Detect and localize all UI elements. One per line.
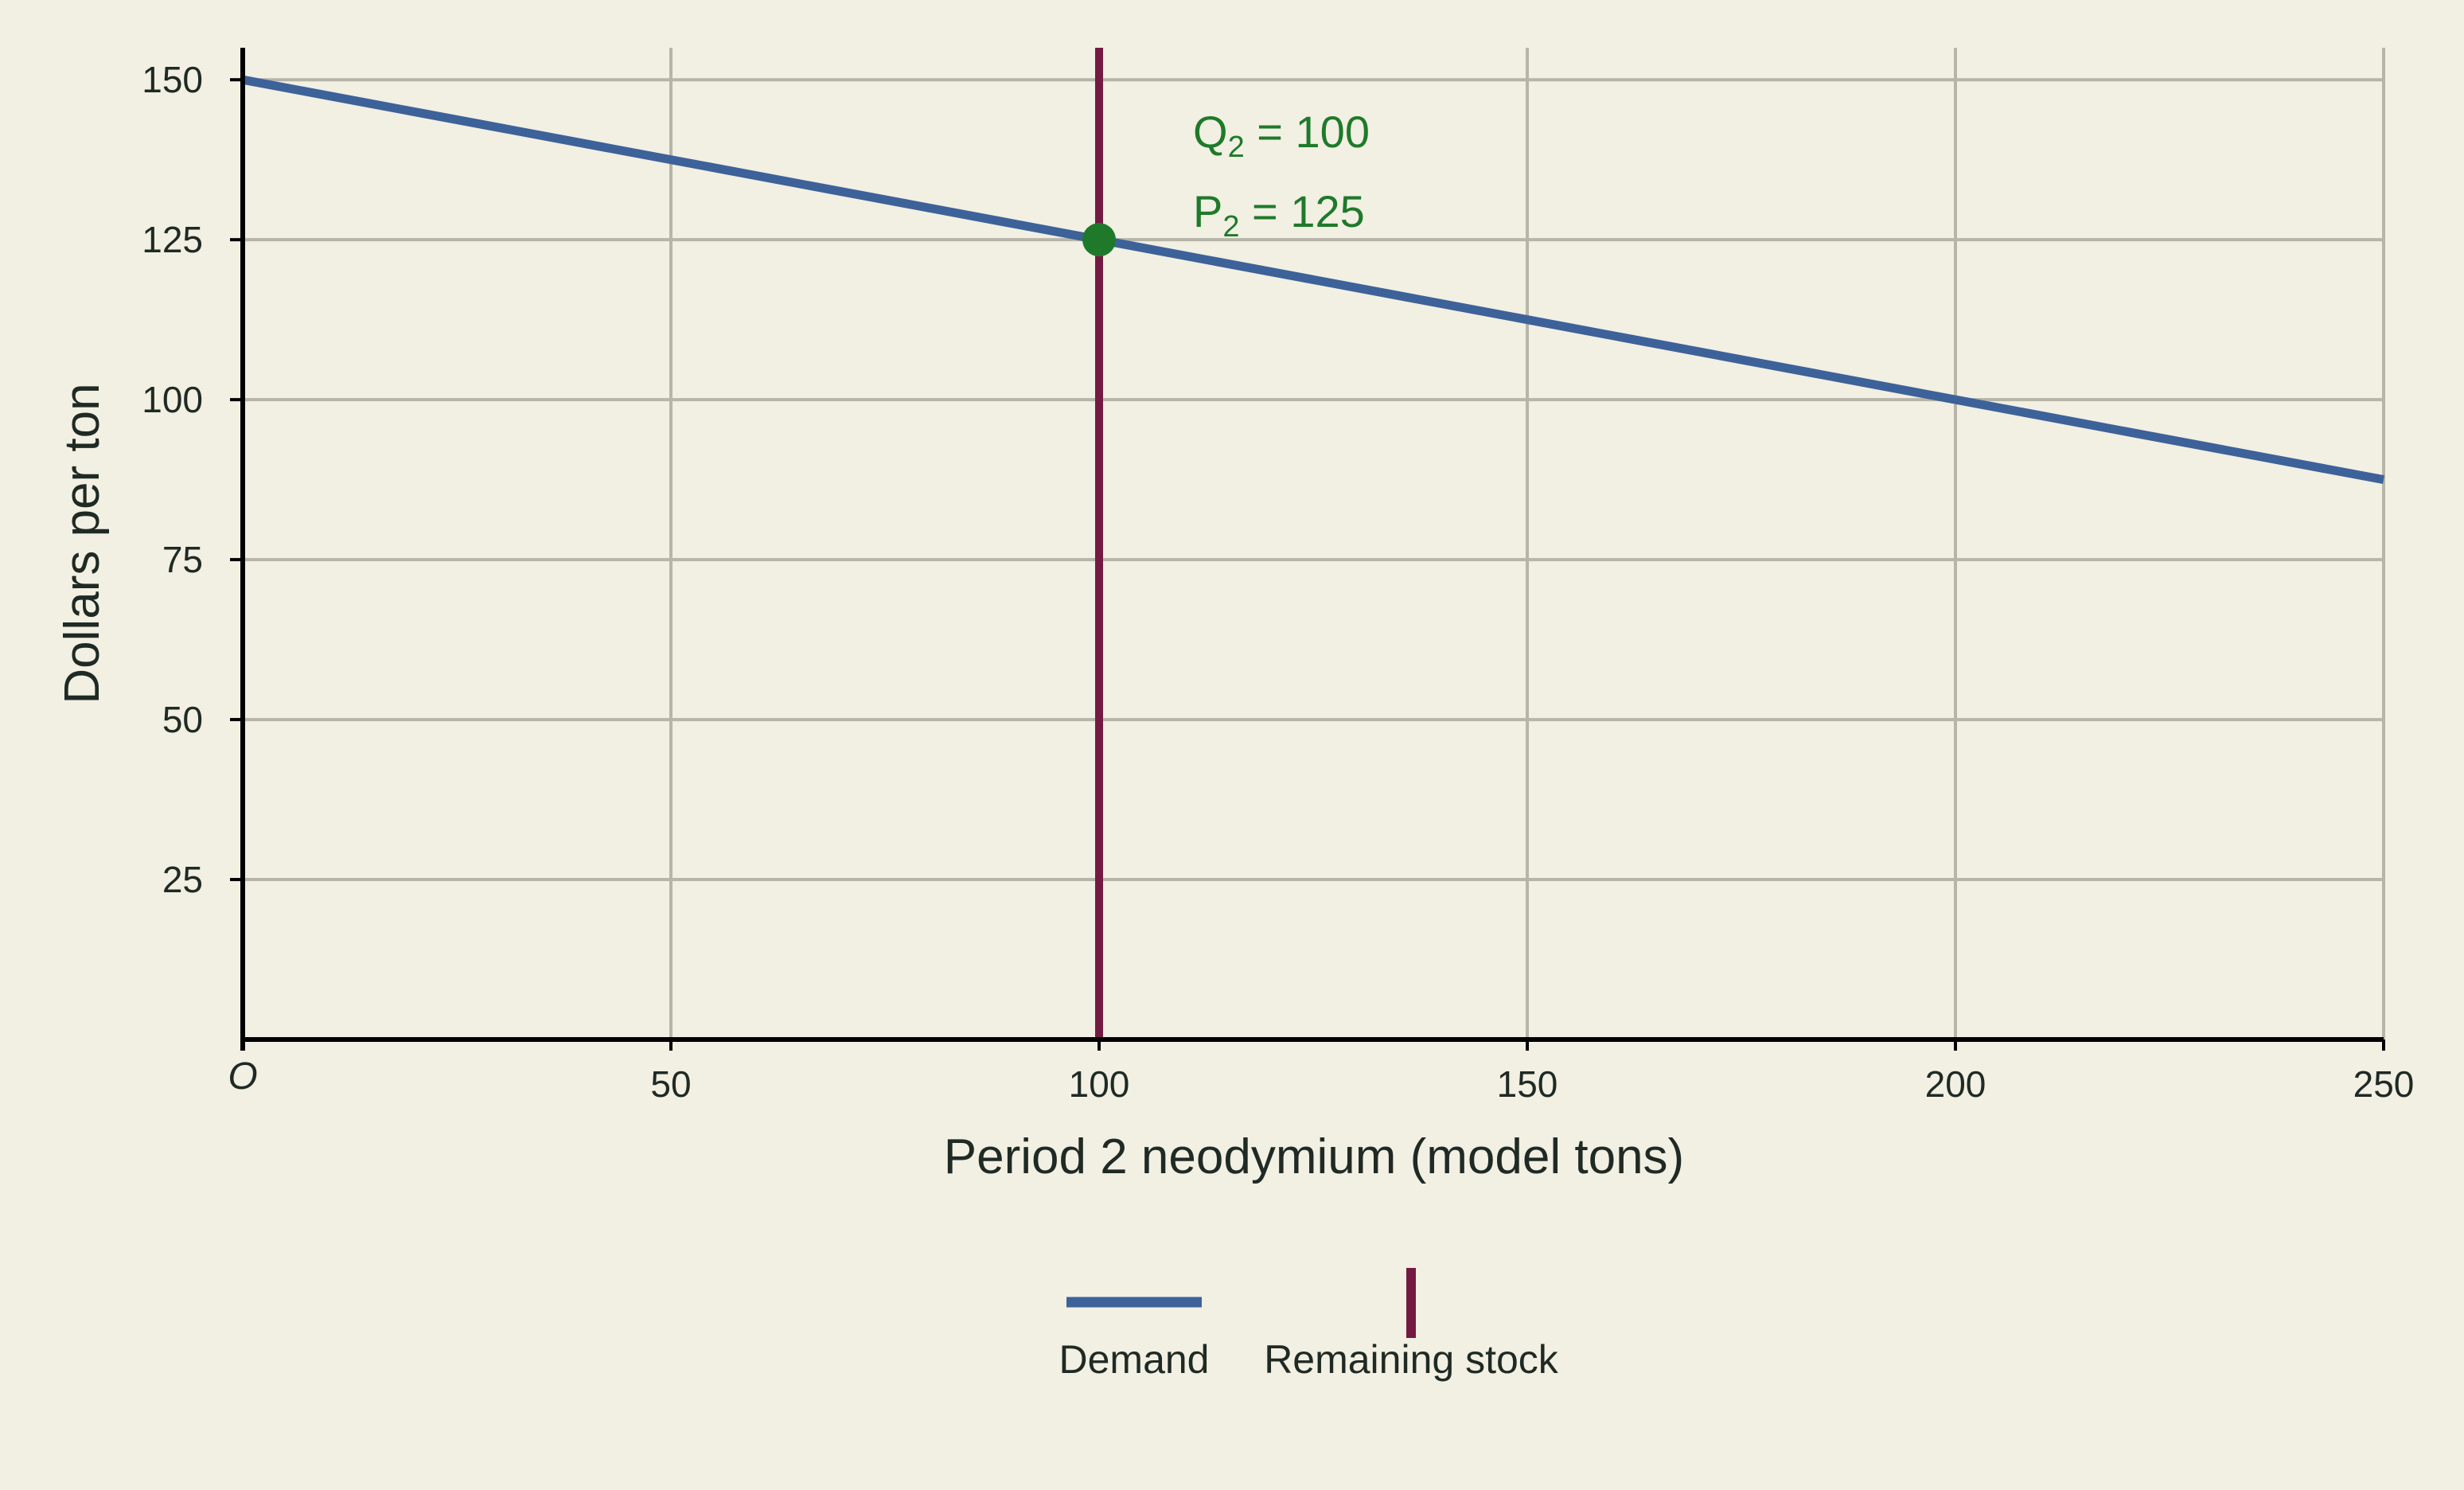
annotation-q2-var: Q [1193, 107, 1228, 157]
x-tick-label-250: 250 [2353, 1063, 2415, 1105]
y-tick-label-50: 50 [162, 699, 203, 740]
axes [230, 48, 2385, 1051]
origin-label: O [228, 1055, 257, 1098]
equilibrium-point [1082, 223, 1116, 257]
tick-labels: 50 100 150 200 250 25 50 75 100 125 150 O [142, 59, 2414, 1105]
annotation-p2-var: P [1193, 186, 1222, 236]
x-tick-label-50: 50 [650, 1063, 691, 1105]
legend-label-demand: Demand [1059, 1337, 1210, 1382]
annotation-p2-sub: 2 [1222, 210, 1239, 244]
grid-lines [243, 48, 2385, 1039]
x-tick-label-100: 100 [1069, 1063, 1130, 1105]
annotation-q2: Q2 = 100 [1193, 107, 1370, 164]
series-line-demand [241, 75, 2385, 485]
y-tick-label-25: 25 [162, 859, 203, 900]
y-tick-label-125: 125 [142, 219, 203, 260]
y-tick-label-100: 100 [142, 379, 203, 420]
annotation-p2-value: = 125 [1240, 186, 1365, 236]
legend: Demand Remaining stock [1059, 1268, 1559, 1382]
x-tick-label-200: 200 [1925, 1063, 1986, 1105]
series-layer [241, 48, 2385, 1039]
annotation-q2-value: = 100 [1245, 107, 1370, 157]
annotation-q2-sub: 2 [1228, 131, 1245, 164]
y-axis-title: Dollars per ton [55, 383, 110, 704]
annotation-p2: P2 = 125 [1193, 186, 1365, 244]
y-tick-label-75: 75 [162, 539, 203, 580]
legend-label-remaining-stock: Remaining stock [1264, 1337, 1559, 1382]
y-tick-label-150: 150 [142, 59, 203, 100]
x-tick-label-150: 150 [1497, 1063, 1558, 1105]
x-axis-title: Period 2 neodymium (model tons) [944, 1129, 1684, 1184]
